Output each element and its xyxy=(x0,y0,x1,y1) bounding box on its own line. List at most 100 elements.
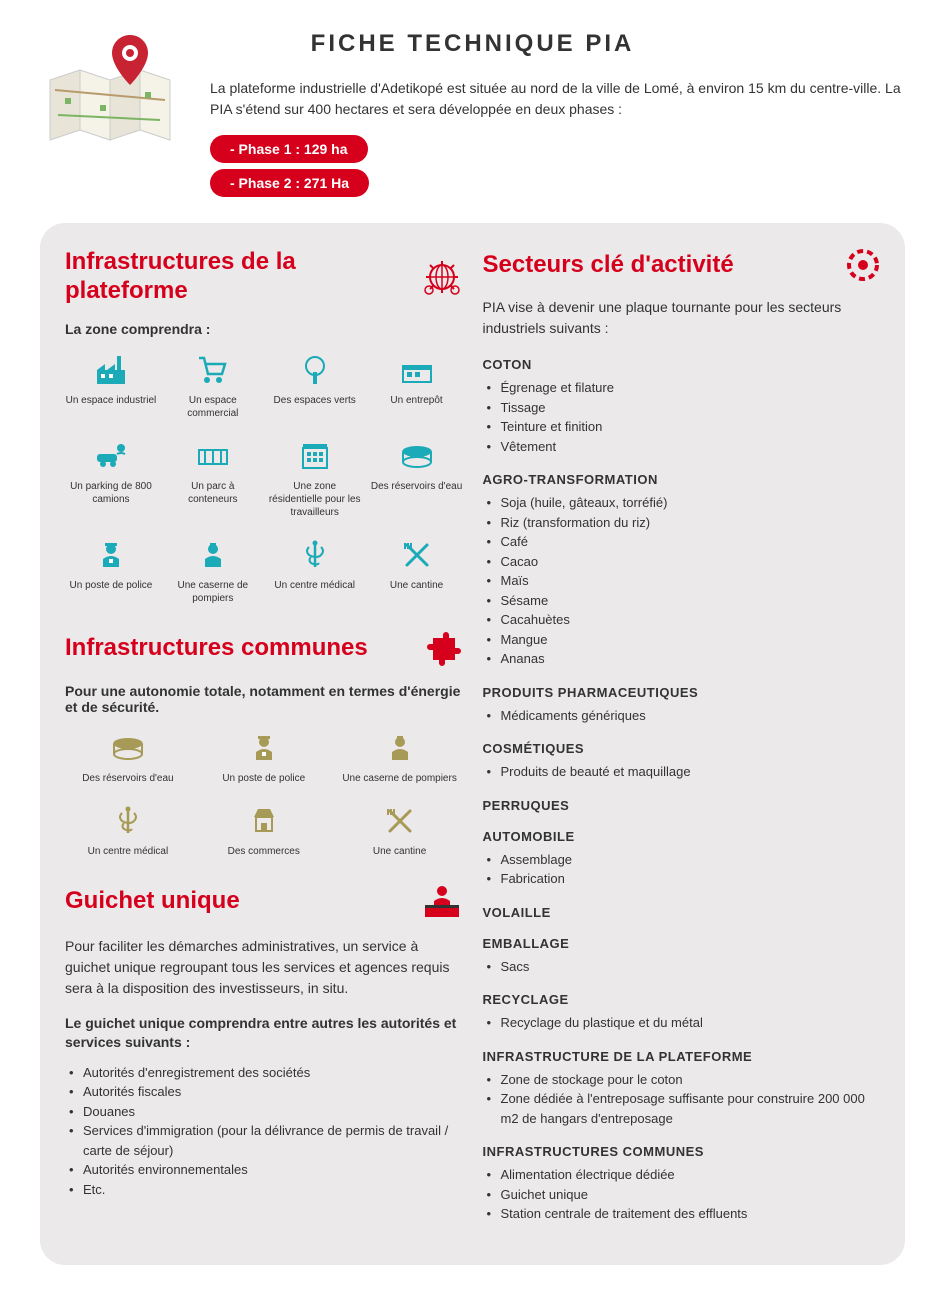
sector-list: Zone de stockage pour le cotonZone dédié… xyxy=(483,1070,881,1129)
icon-item-tank: Des réservoirs d'eau xyxy=(371,438,463,519)
sector-heading: INFRASTRUCTURE DE LA PLATEFORME xyxy=(483,1049,881,1064)
list-item: Soja (huile, gâteaux, torréfié) xyxy=(501,493,881,513)
left-column: Infrastructures de la plateforme xyxy=(65,248,463,1240)
guichet-title: Guichet unique xyxy=(65,883,463,921)
fire-icon xyxy=(337,730,463,766)
list-item: Sésame xyxy=(501,591,881,611)
infra-common-title: Infrastructures communes xyxy=(65,630,463,668)
target-icon xyxy=(846,248,880,282)
sector-heading: COTON xyxy=(483,357,881,372)
list-item: Teinture et finition xyxy=(501,417,881,437)
infra-platform-title: Infrastructures de la plateforme xyxy=(65,248,463,306)
sector-list: Égrenage et filatureTissageTeinture et f… xyxy=(483,378,881,456)
right-column: Secteurs clé d'activité PIA vise à deven… xyxy=(483,248,881,1240)
intro-text: La plateforme industrielle d'Adetikopé e… xyxy=(210,78,905,120)
guichet-subtitle: Le guichet unique comprendra entre autre… xyxy=(65,1014,463,1053)
sector-block: AGRO-TRANSFORMATIONSoja (huile, gâteaux,… xyxy=(483,472,881,669)
icon-item-warehouse: Un entrepôt xyxy=(371,352,463,420)
icon-item-shop: Des commerces xyxy=(201,803,327,858)
sector-heading: AUTOMOBILE xyxy=(483,829,881,844)
sectors-title: Secteurs clé d'activité xyxy=(483,248,881,282)
icon-item-fire: Une caserne de pompiers xyxy=(167,537,259,605)
sector-list: Produits de beauté et maquillage xyxy=(483,762,881,782)
sector-heading: PRODUITS PHARMACEUTIQUES xyxy=(483,685,881,700)
sector-heading: EMBALLAGE xyxy=(483,936,881,951)
canteen-icon xyxy=(371,537,463,573)
list-item: Autorités fiscales xyxy=(83,1082,463,1102)
guichet-text: Pour faciliter les démarches administrat… xyxy=(65,936,463,999)
sector-block: AUTOMOBILE AssemblageFabrication xyxy=(483,829,881,889)
fire-icon xyxy=(167,537,259,573)
list-item: Autorités environnementales xyxy=(83,1160,463,1180)
sector-list: AssemblageFabrication xyxy=(483,850,881,889)
list-item: Médicaments génériques xyxy=(501,706,881,726)
infra-platform-subtitle: La zone comprendra : xyxy=(65,321,463,337)
sector-list: Sacs xyxy=(483,957,881,977)
icon-item-container: Un parc à conteneurs xyxy=(167,438,259,519)
icon-label: Un espace industriel xyxy=(65,394,157,407)
sector-block: COTON Égrenage et filatureTissageTeinture… xyxy=(483,357,881,456)
sector-block: PRODUITS PHARMACEUTIQUES Médicaments géné… xyxy=(483,685,881,726)
page: FICHE TECHNIQUE PIA La plateforme indust… xyxy=(0,0,945,1295)
medical-icon xyxy=(65,803,191,839)
guichet-list: Autorités d'enregistrement des sociétésA… xyxy=(65,1063,463,1200)
icon-label: Des réservoirs d'eau xyxy=(371,480,463,493)
sector-list: Recyclage du plastique et du métal xyxy=(483,1013,881,1033)
icon-item-tree: Des espaces verts xyxy=(269,352,361,420)
list-item: Maïs xyxy=(501,571,881,591)
list-item: Produits de beauté et maquillage xyxy=(501,762,881,782)
icon-label: Une zone résidentielle pour les travaill… xyxy=(269,480,361,519)
list-item: Ananas xyxy=(501,649,881,669)
parking-icon xyxy=(65,438,157,474)
icon-label: Un centre médical xyxy=(269,579,361,592)
icon-item-cart: Un espace commercial xyxy=(167,352,259,420)
sectors-intro: PIA vise à devenir une plaque tournante … xyxy=(483,297,881,339)
icon-item-parking: Un parking de 800 camions xyxy=(65,438,157,519)
header-content: FICHE TECHNIQUE PIA La plateforme indust… xyxy=(210,30,905,203)
police-icon xyxy=(201,730,327,766)
icon-label: Un parking de 800 camions xyxy=(65,480,157,506)
factory-icon xyxy=(65,352,157,388)
icon-label: Un centre médical xyxy=(65,845,191,858)
list-item: Douanes xyxy=(83,1102,463,1122)
shop-icon xyxy=(201,803,327,839)
list-item: Etc. xyxy=(83,1180,463,1200)
icon-label: Un poste de police xyxy=(65,579,157,592)
sector-block: EMBALLAGE Sacs xyxy=(483,936,881,977)
icon-item-residence: Une zone résidentielle pour les travaill… xyxy=(269,438,361,519)
police-icon xyxy=(65,537,157,573)
list-item: Fabrication xyxy=(501,869,881,889)
infra-common-grid: Des réservoirs d'eauUn poste de policeUn… xyxy=(65,730,463,858)
sector-block: INFRASTRUCTURES COMMUNES Alimentation éle… xyxy=(483,1144,881,1224)
icon-label: Une cantine xyxy=(337,845,463,858)
icon-item-canteen: Une cantine xyxy=(337,803,463,858)
list-item: Riz (transformation du riz) xyxy=(501,513,881,533)
sector-list: Médicaments génériques xyxy=(483,706,881,726)
content-grid: Infrastructures de la plateforme xyxy=(40,223,905,1265)
phase-2-pill: - Phase 2 : 271 Ha xyxy=(210,169,369,197)
container-icon xyxy=(167,438,259,474)
map-pin-icon xyxy=(40,30,190,150)
list-item: Cacao xyxy=(501,552,881,572)
warehouse-icon xyxy=(371,352,463,388)
icon-item-medical: Un centre médical xyxy=(269,537,361,605)
sector-list: Soja (huile, gâteaux, torréfié)Riz (tran… xyxy=(483,493,881,669)
icon-label: Un espace commercial xyxy=(167,394,259,420)
icon-label: Une cantine xyxy=(371,579,463,592)
icon-item-fire: Une caserne de pompiers xyxy=(337,730,463,785)
list-item: Station centrale de traitement des efflu… xyxy=(501,1204,881,1224)
list-item: Égrenage et filature xyxy=(501,378,881,398)
infra-common-subtitle: Pour une autonomie totale, notamment en … xyxy=(65,683,463,715)
infra-platform-grid: Un espace industriel Un espace commercial… xyxy=(65,352,463,605)
list-item: Autorités d'enregistrement des sociétés xyxy=(83,1063,463,1083)
phase-1-pill: - Phase 1 : 129 ha xyxy=(210,135,368,163)
list-item: Cacahuètes xyxy=(501,610,881,630)
sector-heading: INFRASTRUCTURES COMMUNES xyxy=(483,1144,881,1159)
tree-icon xyxy=(269,352,361,388)
list-item: Assemblage xyxy=(501,850,881,870)
sector-block: COSMÉTIQUESProduits de beauté et maquill… xyxy=(483,741,881,782)
icon-item-tank: Des réservoirs d'eau xyxy=(65,730,191,785)
list-item: Tissage xyxy=(501,398,881,418)
desk-person-icon xyxy=(421,883,463,921)
sector-list: Alimentation électrique dédiéeGuichet un… xyxy=(483,1165,881,1224)
